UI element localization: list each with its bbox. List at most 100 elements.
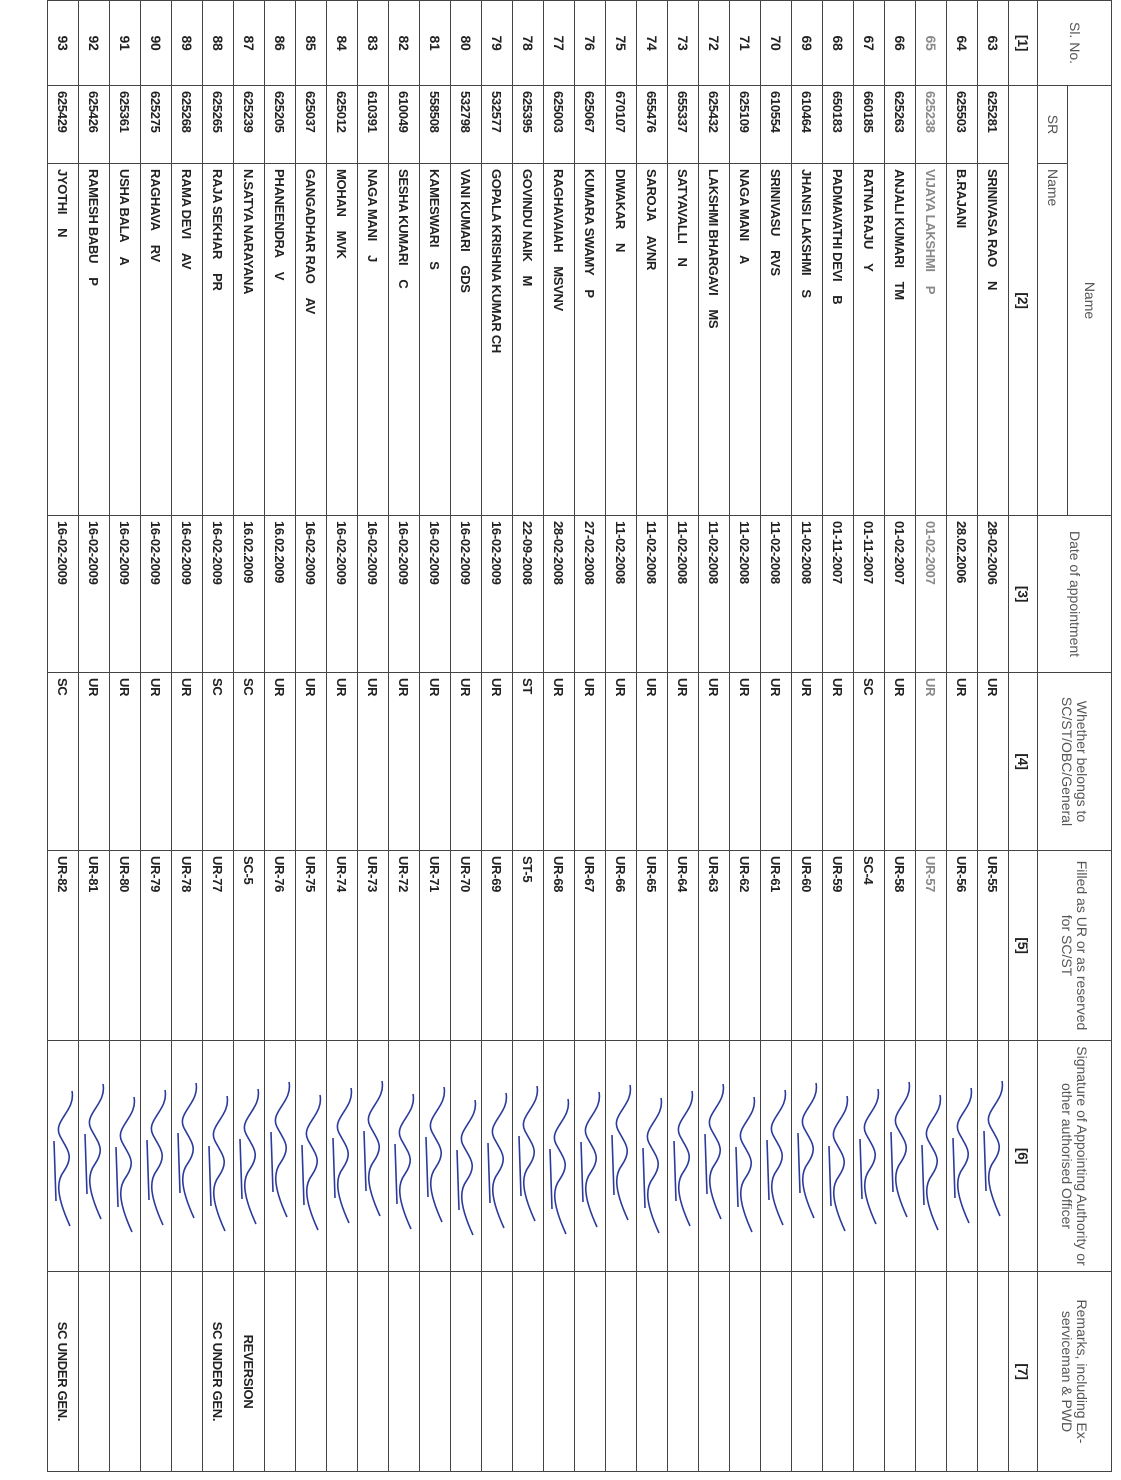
sl-no: 71 [729, 0, 761, 86]
register-row: 85 625037 GANGADHAR RAO AV 16-02-2009 UR UR-75 [295, 0, 327, 1472]
signature [673, 1090, 694, 1227]
sr-no: 625268 [171, 85, 203, 164]
date: 16-02-2009 [326, 515, 358, 673]
sr-no: 625263 [884, 85, 916, 164]
date: 27-02-2008 [574, 515, 606, 673]
sr-no: 610464 [791, 85, 823, 164]
name-cell: N.SATYA NARAYANA [233, 163, 265, 516]
name-cell: KAMESWARI S [419, 163, 451, 516]
column-number-row: [1] [2] [3] [4] [5] [6] [7] [1008, 0, 1038, 1472]
signature [952, 1087, 973, 1224]
signature-cell [109, 1040, 141, 1272]
signature-stroke [859, 1088, 880, 1225]
filled: UR-70 [450, 850, 482, 1041]
signature-stroke [921, 1094, 942, 1231]
category: SC [47, 672, 79, 851]
filled: UR-56 [946, 850, 978, 1041]
sl-no: 68 [822, 0, 854, 86]
category: UR [977, 672, 1009, 851]
sr-no: 558508 [419, 85, 451, 164]
header-date: Date of appointment [1037, 515, 1112, 673]
remarks [326, 1271, 358, 1472]
initial: S [427, 261, 443, 270]
signature-cell [140, 1040, 172, 1272]
name-cell: RAMESH BABU P [78, 163, 110, 516]
sr-no: 625281 [977, 85, 1009, 164]
category: UR [140, 672, 172, 851]
signature-cell [543, 1040, 575, 1272]
name-cell: RAGHAVAIAH MSVNV [543, 163, 575, 516]
signature-stroke [115, 1096, 136, 1233]
name-cell: PADMAVATHI DEVI B [822, 163, 854, 516]
remarks: REVERSION [233, 1271, 265, 1472]
column-number: [2] [1008, 85, 1038, 516]
signature [549, 1098, 570, 1235]
register-row: 71 625109 NAGA MANI A 11-02-2008 UR UR-62 [729, 0, 761, 1472]
filled: UR-75 [295, 850, 327, 1041]
signature-stroke [394, 1093, 415, 1230]
signature-cell [884, 1040, 916, 1272]
signature [332, 1087, 353, 1224]
name: KAMESWARI [427, 169, 443, 248]
date: 16.02.2009 [264, 515, 296, 673]
register-row: 87 625239 N.SATYA NARAYANA 16.02.2009 SC SC-5… [233, 0, 265, 1472]
signature-cell [574, 1040, 606, 1272]
sl-no: 74 [636, 0, 668, 86]
name: GOPALA KRISHNA KUMAR CH [489, 169, 505, 353]
signature [84, 1083, 105, 1220]
category: UR [822, 672, 854, 851]
signature [301, 1094, 322, 1231]
register-row: 84 625012 MOHAN MVK 16-02-2009 UR UR-74 [326, 0, 358, 1472]
signature-cell [512, 1040, 544, 1272]
signature-stroke [642, 1097, 663, 1234]
filled: UR-79 [140, 850, 172, 1041]
signature-stroke [239, 1088, 260, 1225]
remarks [977, 1271, 1009, 1472]
sr-no: 625003 [543, 85, 575, 164]
category: SC [853, 672, 885, 851]
category: UR [574, 672, 606, 851]
signature-cell [791, 1040, 823, 1272]
signature-stroke [487, 1092, 508, 1229]
date: 16-02-2009 [78, 515, 110, 673]
signature-cell [481, 1040, 513, 1272]
sr-no: 610049 [388, 85, 420, 164]
sl-no: 90 [140, 0, 172, 86]
filled: UR-74 [326, 850, 358, 1041]
name-cell: RAJA SEKHAR PR [202, 163, 234, 516]
sl-no: 72 [698, 0, 730, 86]
name: PHANEENDRA [272, 169, 288, 258]
remarks [698, 1271, 730, 1472]
sr-no: 625067 [574, 85, 606, 164]
initial: MSVNV [551, 266, 567, 311]
remarks [171, 1271, 203, 1472]
initial: V [272, 271, 288, 281]
sl-no: 66 [884, 0, 916, 86]
initial: MVK [334, 230, 350, 259]
date: 28-02-2008 [543, 515, 575, 673]
header-signature: Signature of Appointing Authority or oth… [1037, 1040, 1112, 1272]
category: UR [605, 672, 637, 851]
sl-no: 80 [450, 0, 482, 86]
filled: UR-58 [884, 850, 916, 1041]
name: SRINIVASU [768, 169, 784, 237]
signature-cell [419, 1040, 451, 1272]
name-cell: SRINIVASU RVS [760, 163, 792, 516]
filled: UR-76 [264, 850, 296, 1041]
register-row: 91 625361 USHA BALA A 16-02-2009 UR UR-80 [109, 0, 141, 1472]
sl-no: 84 [326, 0, 358, 86]
sl-no: 88 [202, 0, 234, 86]
name-cell: SRINIVASA RAO N [977, 163, 1009, 516]
signature [425, 1086, 446, 1223]
category: SC [202, 672, 234, 851]
sl-no: 79 [481, 0, 513, 86]
remarks [140, 1271, 172, 1472]
filled: UR-71 [419, 850, 451, 1041]
initial: Y [861, 263, 877, 272]
name: SAROJA [644, 169, 660, 222]
remarks [543, 1271, 575, 1472]
signature-stroke [983, 1080, 1004, 1217]
signature-cell [357, 1040, 389, 1272]
sl-no: 67 [853, 0, 885, 86]
initial: P [582, 289, 598, 298]
